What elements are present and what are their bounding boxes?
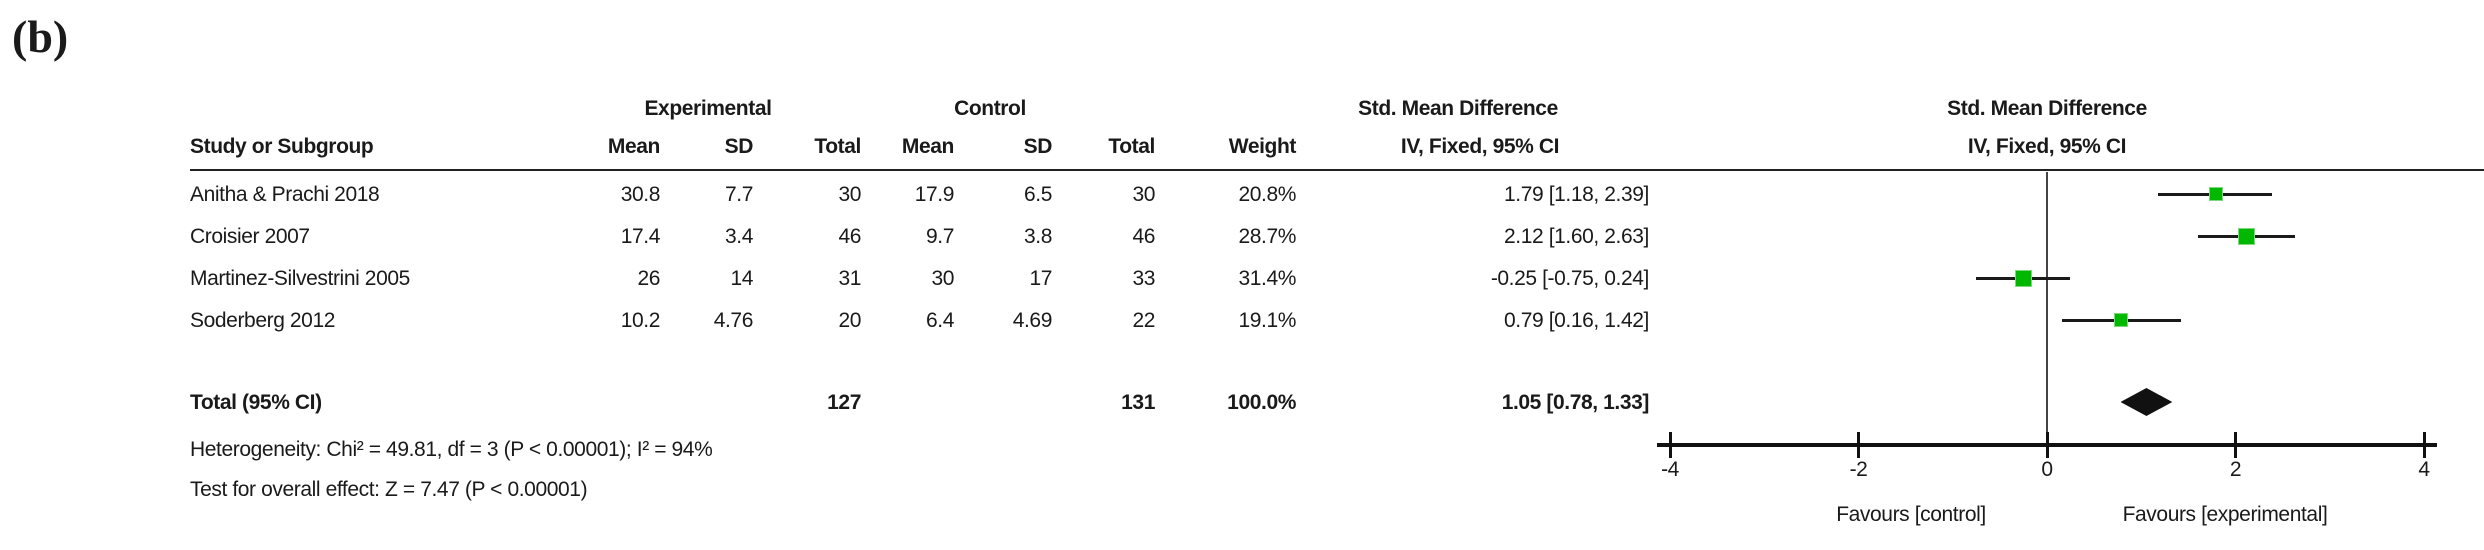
exp-sd: 14 (730, 267, 753, 290)
col-header-exp-total: Total (814, 135, 861, 158)
ctrl-sd: 4.69 (1012, 309, 1053, 332)
col-header-weight: Weight (1228, 135, 1297, 158)
exp-sd: 4.76 (713, 309, 754, 332)
ctrl-mean: 9.7 (926, 225, 954, 248)
total-smd-ci: 1.05 [0.78, 1.33] (1501, 391, 1650, 414)
weight: 19.1% (1238, 309, 1296, 332)
panel-label: (b) (12, 11, 69, 62)
exp-mean: 30.8 (620, 183, 661, 206)
exp-total: 46 (838, 225, 861, 248)
effect-size-square (2238, 227, 2256, 245)
total-label: Total (95% CI) (190, 391, 322, 414)
x-axis-tick (2422, 432, 2426, 458)
heterogeneity-text: Heterogeneity: Chi² = 49.81, df = 3 (P <… (190, 438, 713, 461)
smd-ci: 1.79 [1.18, 2.39] (1504, 183, 1649, 206)
total-weight: 100.0% (1227, 391, 1296, 414)
exp-total: 30 (838, 183, 861, 206)
ctrl-sd: 17 (1029, 267, 1052, 290)
x-axis-tick-label: -4 (1661, 458, 1679, 481)
exp-total: 31 (838, 267, 861, 290)
col-header-ctrl-total: Total (1108, 135, 1155, 158)
group-header-experimental: Experimental (644, 97, 772, 120)
total-effect-diamond (2120, 388, 2173, 416)
weight: 20.8% (1238, 183, 1296, 206)
ctrl-total: 30 (1132, 183, 1155, 206)
ctrl-mean: 17.9 (914, 183, 955, 206)
total-exp-total: 127 (827, 391, 861, 414)
weight: 31.4% (1238, 267, 1296, 290)
col-header-exp-mean: Mean (607, 135, 660, 158)
col-header-study: Study or Subgroup (190, 135, 374, 158)
smd-ci: 2.12 [1.60, 2.63] (1504, 225, 1649, 248)
x-axis-tick-label: 2 (2229, 458, 2242, 481)
favours-experimental-label: Favours [experimental] (2122, 503, 2328, 526)
favours-control-label: Favours [control] (1836, 503, 1986, 526)
exp-sd: 3.4 (725, 225, 753, 248)
ctrl-sd: 6.5 (1024, 183, 1052, 206)
col-header-exp-sd: SD (724, 135, 754, 158)
effect-size-square (2114, 313, 2129, 327)
col-header-iv-ci: IV, Fixed, 95% CI (1400, 135, 1560, 158)
exp-mean: 17.4 (620, 225, 661, 248)
ctrl-mean: 6.4 (926, 309, 954, 332)
plot-header-line2: IV, Fixed, 95% CI (1967, 135, 2127, 158)
study-name: Martinez-Silvestrini 2005 (190, 267, 410, 290)
study-name: Soderberg 2012 (190, 309, 336, 332)
group-header-control: Control (954, 97, 1026, 120)
exp-sd: 7.7 (725, 183, 753, 206)
group-header-smd: Std. Mean Difference (1358, 97, 1558, 120)
smd-ci: -0.25 [-0.75, 0.24] (1490, 267, 1650, 290)
study-name: Anitha & Prachi 2018 (190, 183, 380, 206)
x-axis-tick-label: 4 (2418, 458, 2430, 481)
col-header-ctrl-sd: SD (1023, 135, 1053, 158)
effect-size-square (2014, 269, 2032, 287)
x-axis-tick (2045, 432, 2049, 458)
ctrl-mean: 30 (931, 267, 954, 290)
exp-mean: 26 (637, 267, 660, 290)
header-rule (190, 169, 2484, 171)
ctrl-total: 46 (1132, 225, 1155, 248)
ctrl-total: 33 (1132, 267, 1155, 290)
weight: 28.7% (1238, 225, 1296, 248)
plot-header-line1: Std. Mean Difference (1947, 97, 2147, 120)
ctrl-total: 22 (1132, 309, 1155, 332)
x-axis-tick-label: 0 (2041, 458, 2053, 481)
x-axis-tick (2234, 432, 2237, 458)
x-axis-tick (1857, 432, 1860, 458)
exp-mean: 10.2 (620, 309, 661, 332)
col-header-ctrl-mean: Mean (901, 135, 954, 158)
study-name: Croisier 2007 (190, 225, 310, 248)
smd-ci: 0.79 [0.16, 1.42] (1504, 309, 1649, 332)
zero-reference-line (2046, 172, 2048, 445)
ctrl-sd: 3.8 (1024, 225, 1052, 248)
x-axis-tick (1668, 432, 1672, 458)
total-ctrl-total: 131 (1121, 391, 1155, 414)
exp-total: 20 (838, 309, 861, 332)
effect-size-square (2208, 187, 2223, 201)
x-axis-tick-label: -2 (1849, 458, 1868, 481)
overall-effect-text: Test for overall effect: Z = 7.47 (P < 0… (190, 478, 588, 501)
